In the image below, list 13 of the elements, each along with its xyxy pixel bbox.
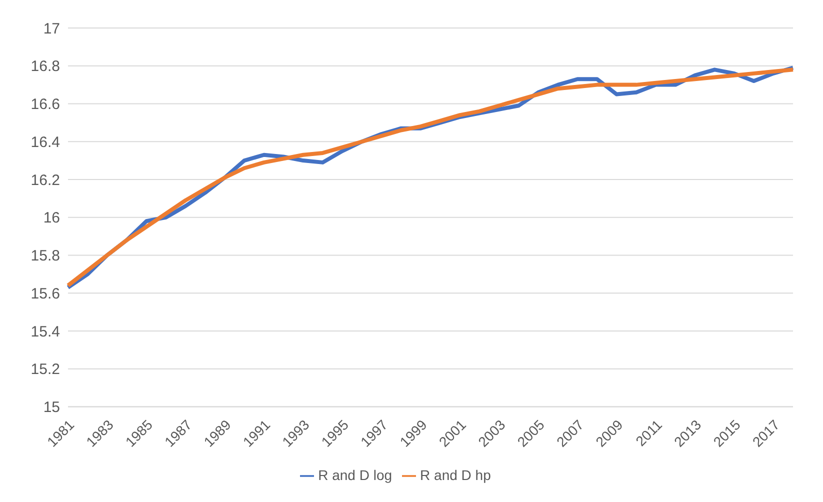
y-tick-label: 15.8 xyxy=(30,248,60,265)
y-tick-label: 16.8 xyxy=(30,58,60,76)
y-tick-label: 16.4 xyxy=(30,134,60,151)
y-tick-label: 17 xyxy=(43,20,60,38)
y-tick-label: 16.2 xyxy=(30,172,60,189)
y-tick-label: 15 xyxy=(43,399,60,416)
y-tick-label: 15.6 xyxy=(30,285,60,302)
y-tick-label: 15.4 xyxy=(30,323,60,340)
y-tick-label: 16.6 xyxy=(30,96,60,114)
y-tick-label: 15.2 xyxy=(30,361,60,378)
legend-label: R and D log xyxy=(318,466,392,483)
legend-label: R and D hp xyxy=(420,466,491,483)
y-tick-label: 16 xyxy=(43,210,60,227)
